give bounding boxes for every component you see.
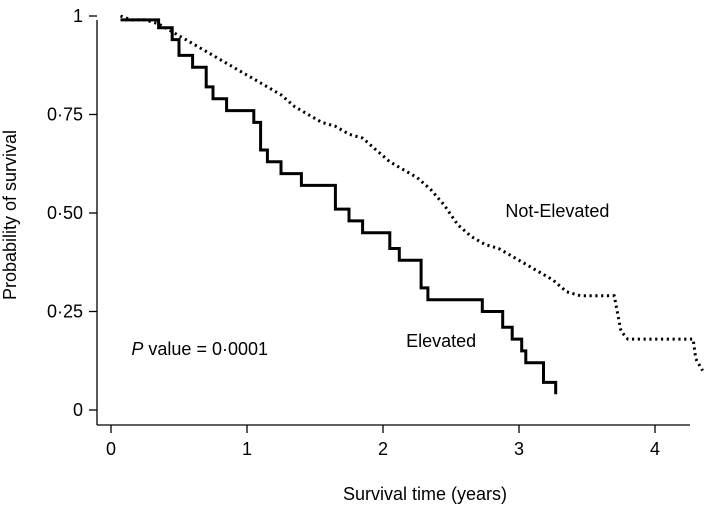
y-tick-label: 1 (73, 6, 83, 26)
p-value-annotation: P value = 0·0001 (131, 339, 268, 359)
labels: Survival time (years) Probability of sur… (0, 130, 609, 504)
series-label-not-elevated: Not-Elevated (505, 201, 609, 221)
x-tick-label: 0 (106, 439, 116, 459)
p-value-text: value = 0·0001 (143, 339, 268, 359)
y-axis-label: Probability of survival (0, 130, 20, 300)
series-elevated-line (120, 18, 558, 395)
ticks: 0 1 2 3 4 0 0·25 0·50 0·75 1 (47, 6, 660, 459)
x-tick-label: 2 (378, 439, 388, 459)
x-tick-label: 4 (650, 439, 660, 459)
x-tick-label: 3 (514, 439, 524, 459)
p-italic: P (131, 339, 143, 359)
axes (96, 20, 690, 426)
y-tick-label: 0·75 (47, 105, 83, 125)
series-not-elevated-line (119, 14, 704, 372)
x-axis-label: Survival time (years) (343, 484, 507, 504)
y-tick-label: 0·50 (47, 203, 83, 223)
y-tick-label: 0·25 (47, 302, 83, 322)
x-tick-label: 1 (242, 439, 252, 459)
series-layer (119, 14, 704, 395)
y-tick-label: 0 (73, 400, 83, 420)
series-label-elevated: Elevated (406, 331, 476, 351)
